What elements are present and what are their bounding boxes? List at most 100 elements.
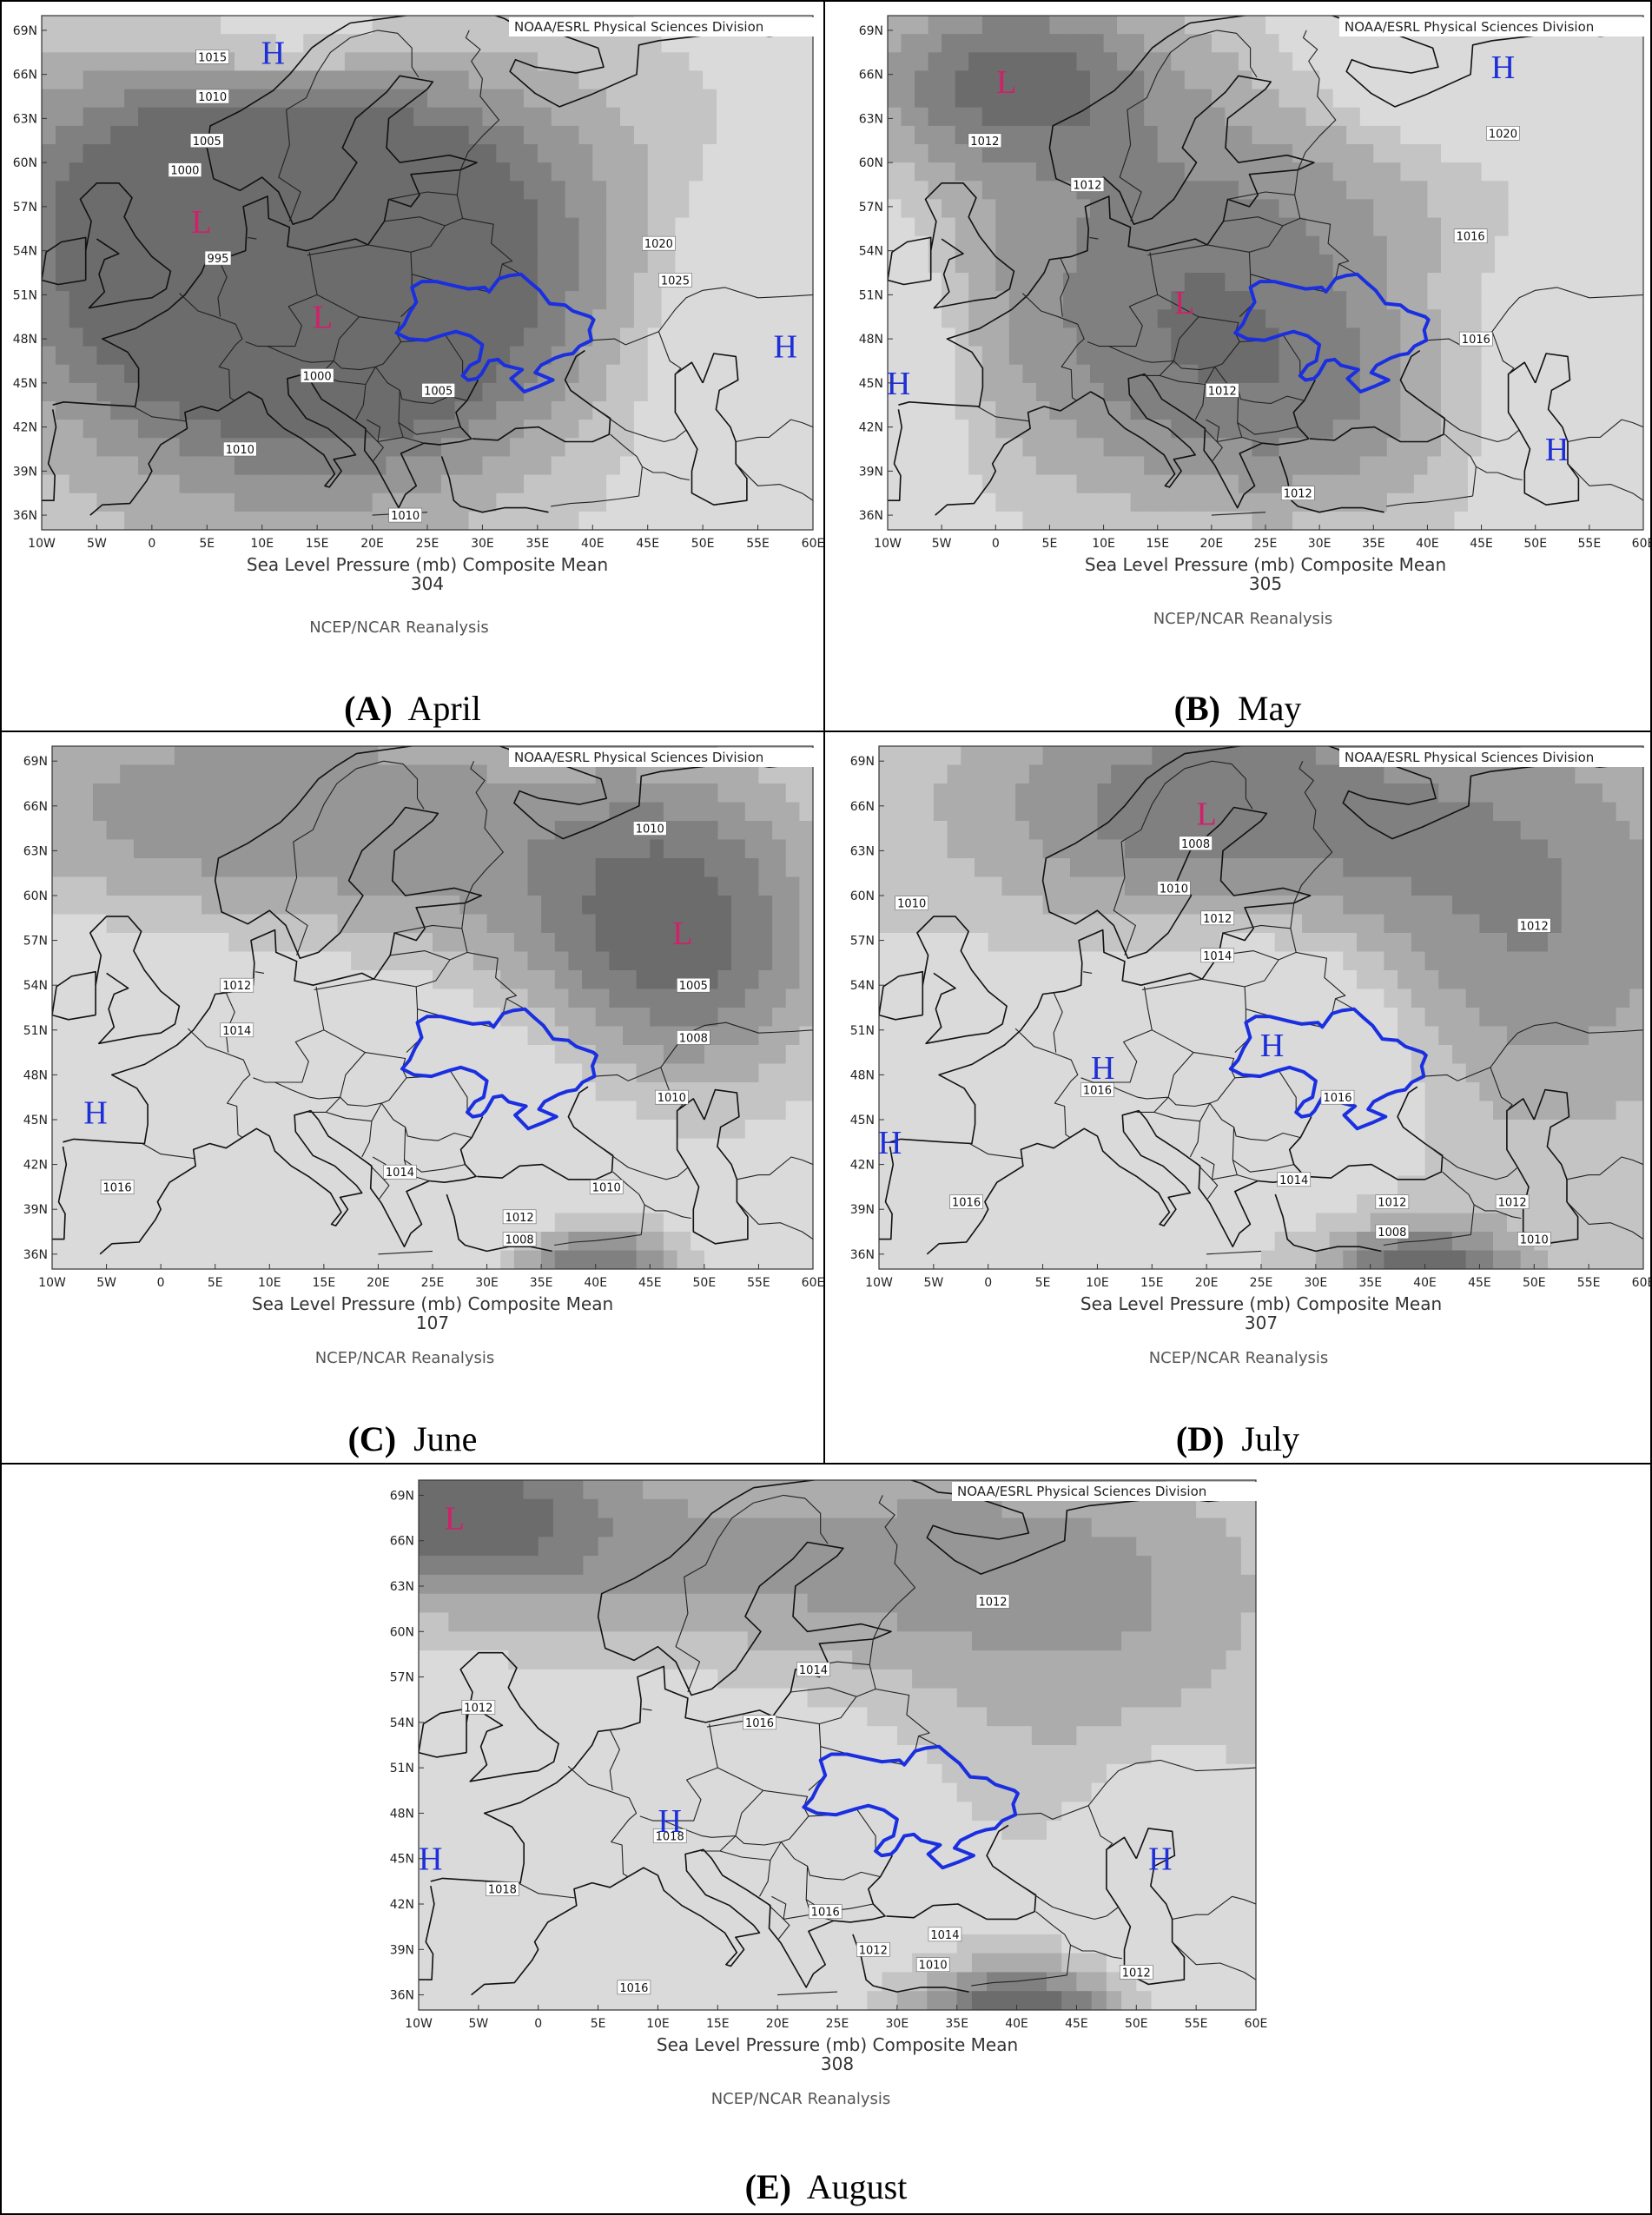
- pressure-cell: [663, 784, 678, 803]
- pressure-cell: [83, 89, 98, 109]
- pressure-cell: [405, 746, 420, 766]
- pressure-cell: [995, 474, 1010, 494]
- pressure-cell: [647, 346, 663, 366]
- pressure-cell: [221, 420, 235, 439]
- pressure-cell: [147, 1157, 162, 1177]
- pressure-cell: [147, 876, 162, 896]
- pressure-cell: [1549, 346, 1563, 366]
- pressure-cell: [578, 52, 593, 71]
- pressure-cell: [310, 1157, 325, 1177]
- pressure-cell: [717, 858, 732, 878]
- pressure-cell: [269, 1138, 284, 1158]
- pressure-cell: [1386, 199, 1401, 219]
- pressure-cell: [296, 1194, 311, 1214]
- pressure-cell: [110, 474, 125, 494]
- pressure-cell: [675, 199, 690, 219]
- pressure-cell: [1184, 346, 1199, 366]
- pressure-cell: [1063, 70, 1078, 90]
- pressure-cell: [386, 34, 400, 53]
- pressure-cell: [620, 438, 635, 457]
- pressure-cell: [1549, 273, 1563, 292]
- pressure-cell: [96, 162, 111, 182]
- pressure-cell: [1359, 125, 1374, 145]
- pressure-cell: [541, 1175, 556, 1195]
- pressure-cell: [496, 181, 511, 200]
- pressure-cell: [1049, 401, 1064, 420]
- pressure-cell: [1063, 493, 1078, 512]
- pressure-cell: [527, 1138, 542, 1158]
- pressure-cell: [120, 1026, 135, 1046]
- pressure-cell: [296, 988, 311, 1008]
- pressure-cell: [743, 474, 759, 494]
- pressure-cell: [1008, 89, 1023, 109]
- pressure-cell: [147, 951, 162, 971]
- pressure-cell: [261, 438, 277, 457]
- pressure-cell: [1238, 125, 1252, 145]
- pressure-cell: [289, 34, 304, 53]
- pressure-cell: [633, 181, 649, 200]
- pressure-cell: [161, 914, 175, 934]
- contour-label-box: [168, 162, 202, 177]
- pressure-cell: [928, 16, 942, 35]
- pressure-cell: [799, 896, 813, 916]
- pressure-cell: [202, 1157, 216, 1177]
- contour-label-text: 1005: [424, 385, 453, 398]
- pressure-cell: [188, 802, 202, 822]
- country-border: [459, 30, 500, 170]
- pressure-cell: [1063, 420, 1078, 439]
- pressure-cell: [358, 474, 373, 494]
- pressure-cell: [1252, 291, 1266, 310]
- pressure-cell: [1562, 70, 1576, 90]
- pressure-cell: [331, 474, 346, 494]
- pressure-cell: [202, 1026, 216, 1046]
- lat-tick-label: 54N: [859, 245, 883, 259]
- pressure-cell: [55, 438, 70, 457]
- pressure-cell: [1346, 254, 1361, 274]
- pressure-cell: [165, 89, 181, 109]
- pressure-cell: [1103, 125, 1118, 145]
- pressure-cell: [606, 125, 621, 145]
- pressure-cell: [1184, 144, 1199, 163]
- pressure-cell: [981, 181, 996, 200]
- pressure-cell: [468, 235, 484, 255]
- pressure-cell: [565, 144, 580, 163]
- pressure-cell: [161, 1250, 175, 1269]
- pressure-cell: [133, 784, 149, 803]
- pressure-cell: [1576, 327, 1590, 347]
- lon-tick-label: 50E: [691, 537, 715, 551]
- pressure-cell: [623, 1232, 638, 1252]
- pressure-cell: [1157, 217, 1172, 237]
- pressure-cell: [623, 1045, 638, 1065]
- pressure-cell: [537, 52, 552, 71]
- pressure-cell: [595, 970, 610, 990]
- pressure-cell: [1008, 162, 1023, 182]
- pressure-cell: [1562, 162, 1576, 182]
- pressure-cell: [537, 235, 552, 255]
- pressure-cell: [1400, 89, 1415, 109]
- pressure-cell: [513, 876, 529, 896]
- pressure-cell: [1252, 401, 1266, 420]
- contour-label: 1010: [223, 441, 257, 457]
- country-border: [1491, 331, 1515, 375]
- pressure-cell: [303, 70, 318, 90]
- pressure-cell: [42, 235, 56, 255]
- pressure-cell: [482, 254, 497, 274]
- pressure-cell: [486, 988, 501, 1008]
- pressure-cell: [261, 254, 277, 274]
- pressure-cell: [554, 896, 569, 916]
- pressure-cell: [1305, 309, 1320, 328]
- pressure-cell: [1454, 474, 1469, 494]
- pressure-cell: [565, 493, 580, 512]
- pressure-cell: [691, 1045, 705, 1065]
- pressure-cell: [42, 125, 56, 145]
- pressure-cell: [554, 821, 569, 841]
- pressure-cell: [386, 89, 400, 109]
- pressure-cell: [174, 1194, 188, 1214]
- pressure-cell: [527, 1101, 542, 1121]
- pressure-cell: [704, 802, 719, 822]
- pressure-cell: [888, 511, 902, 530]
- pressure-cell: [400, 235, 414, 255]
- pressure-cell: [620, 493, 635, 512]
- pressure-cell: [1522, 181, 1536, 200]
- pressure-cell: [207, 273, 221, 292]
